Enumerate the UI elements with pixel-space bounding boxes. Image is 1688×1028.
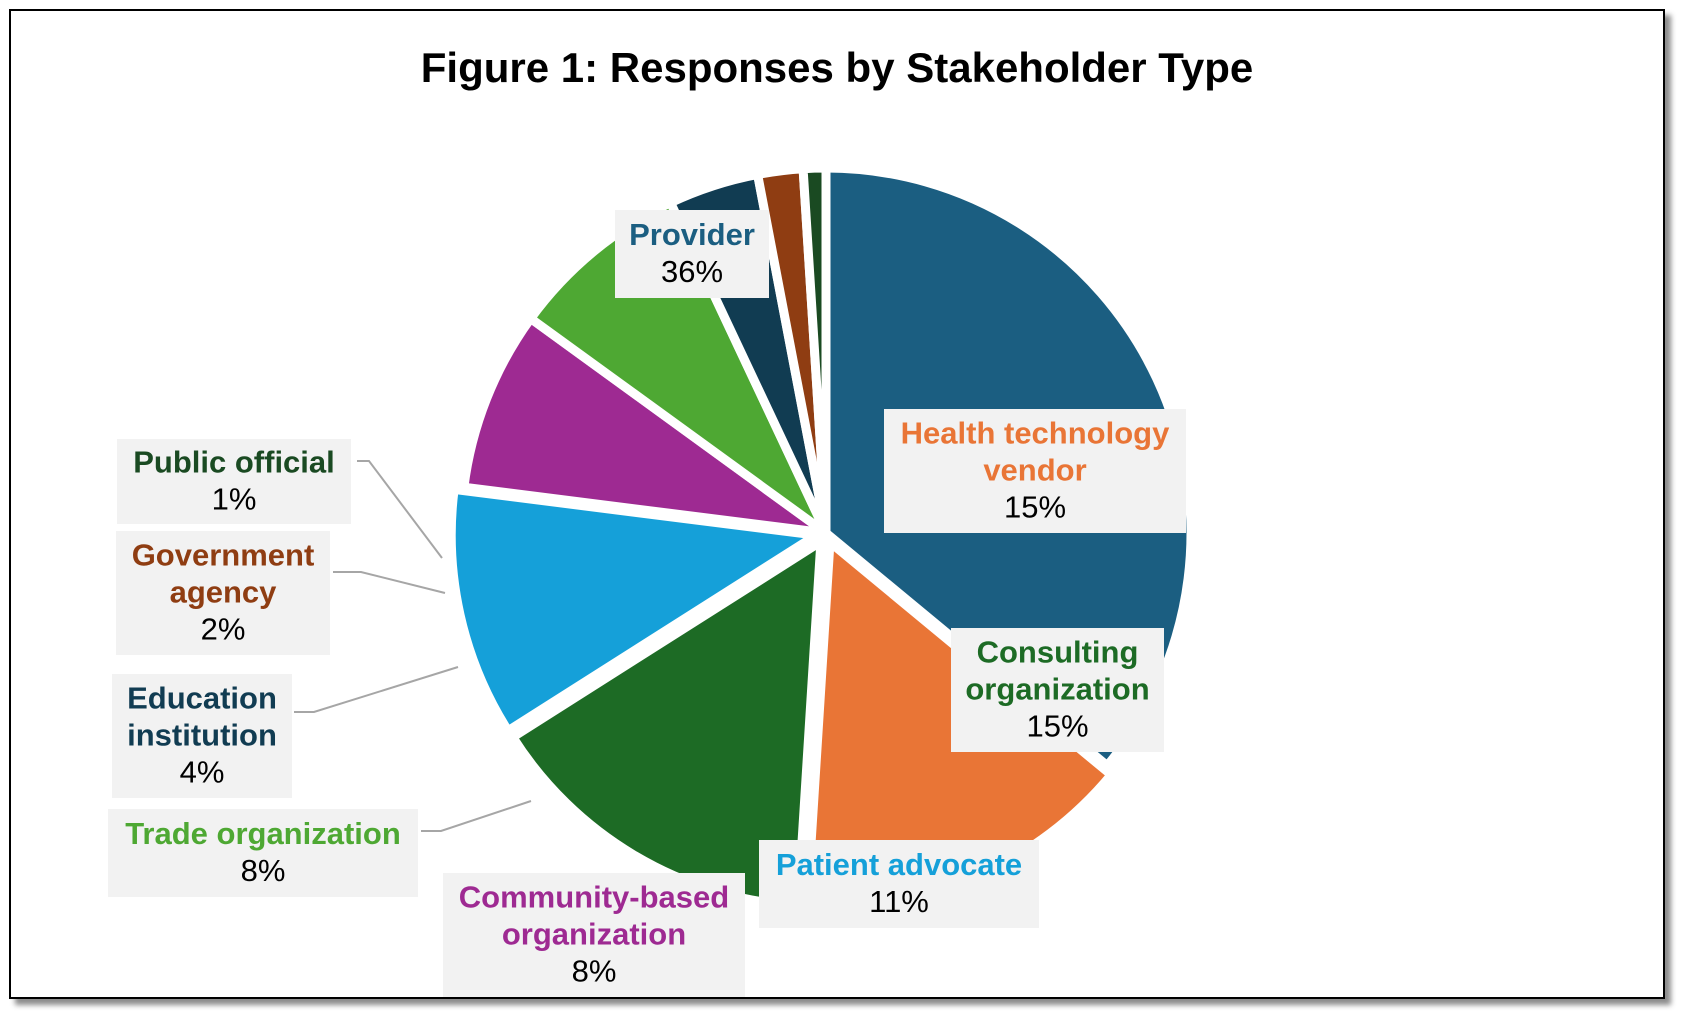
- leader-line-education-institution: [294, 666, 459, 713]
- data-label-box: [884, 409, 1186, 533]
- data-label-name: Trade organization: [125, 816, 401, 851]
- leader-line-government-agency: [333, 571, 446, 594]
- data-label-percent: 8%: [241, 853, 286, 888]
- data-label-percent: 36%: [661, 254, 723, 289]
- data-label-name: agency: [170, 575, 278, 610]
- data-label-box: [759, 840, 1039, 928]
- leader-line-public-official: [357, 460, 443, 559]
- data-label-name: organization: [502, 917, 686, 952]
- leader-line-trade-organization: [421, 800, 532, 832]
- data-label-percent: 1%: [212, 482, 257, 517]
- data-label-name: vendor: [983, 453, 1086, 488]
- data-label-name: Provider: [629, 217, 755, 252]
- data-label-name: Community-based: [459, 880, 729, 915]
- data-label-box: [116, 531, 330, 655]
- data-label-box: [443, 873, 745, 997]
- data-label-box: [615, 210, 769, 298]
- data-label-box: [117, 439, 351, 524]
- data-label-percent: 15%: [1026, 709, 1088, 744]
- data-label-name: Consulting: [977, 635, 1139, 670]
- pie-slice-community-based-organization: [458, 312, 829, 538]
- pie-slice-patient-advocate: [446, 484, 830, 737]
- data-label-name: Patient advocate: [776, 847, 1022, 882]
- data-label-box: [112, 674, 292, 798]
- pie-slice-trade-organization: [524, 196, 831, 537]
- pie-slice-public-official: [798, 163, 831, 534]
- data-label-percent: 11%: [869, 884, 929, 919]
- data-label-box: [951, 628, 1164, 752]
- data-label-name: Education: [127, 681, 277, 716]
- chart-frame: Figure 1: Responses by Stakeholder Type …: [9, 9, 1665, 999]
- data-label-percent: 4%: [180, 755, 225, 790]
- data-label-box: [108, 809, 418, 897]
- data-label-name: Public official: [133, 445, 335, 480]
- pie-slices: [446, 163, 1196, 912]
- data-label-name: organization: [965, 672, 1149, 707]
- data-label-percent: 15%: [1004, 490, 1066, 525]
- data-label-name: Government: [132, 538, 315, 573]
- leader-lines: [294, 460, 532, 832]
- chart-title: Figure 1: Responses by Stakeholder Type: [421, 44, 1253, 91]
- pie-chart: Figure 1: Responses by Stakeholder Type …: [108, 44, 1253, 997]
- data-label-percent: 2%: [201, 612, 246, 647]
- data-label-name: institution: [127, 718, 277, 753]
- data-label-percent: 8%: [572, 954, 617, 989]
- data-label-name: Health technology: [901, 416, 1170, 451]
